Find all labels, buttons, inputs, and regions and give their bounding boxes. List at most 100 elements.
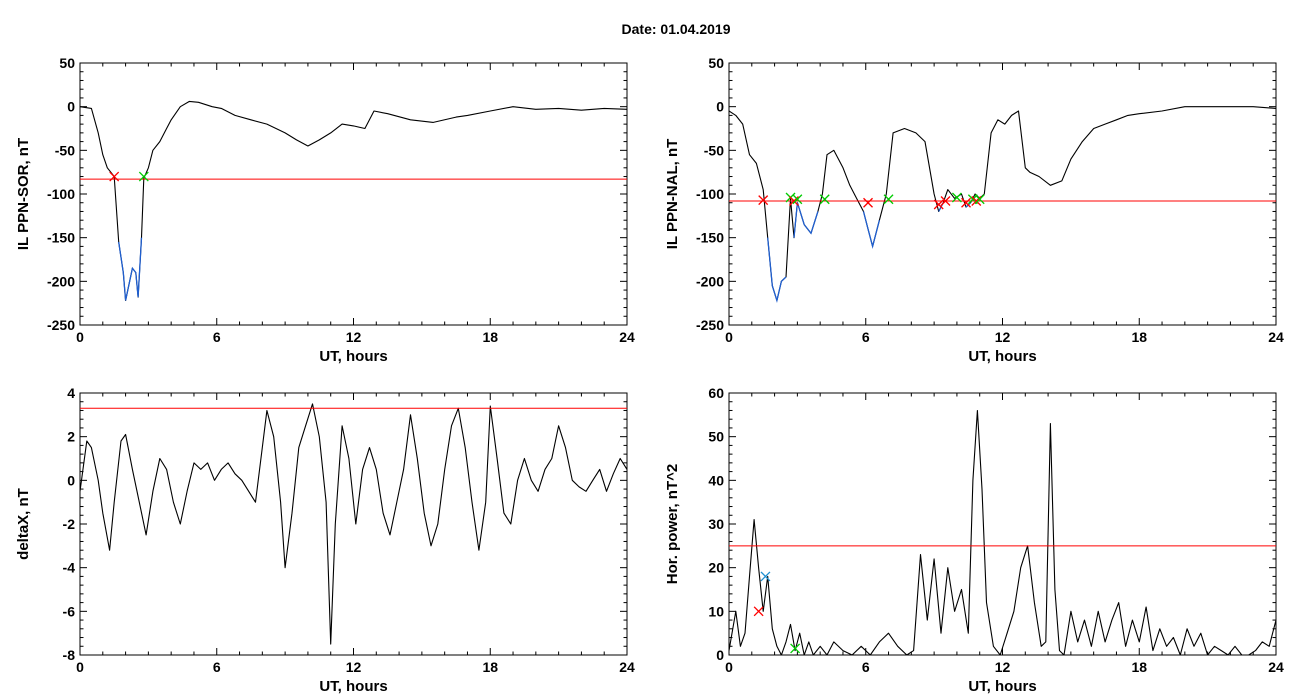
y-tick-label: -250 [696, 317, 724, 333]
highlight-segment [862, 211, 881, 249]
marker-start [109, 171, 120, 182]
marker-start [758, 195, 769, 206]
y-tick-label: 50 [708, 429, 724, 445]
x-tick-label: 6 [213, 329, 221, 345]
plot-frame [79, 62, 628, 326]
y-axis-label: Hor. power, nT^2 [664, 464, 681, 584]
plot-frame [79, 392, 628, 656]
x-tick-label: 18 [1131, 659, 1147, 675]
highlight-segment [118, 237, 143, 301]
y-axis-label: deltaX, nT [15, 488, 32, 560]
y-tick-label: -50 [55, 142, 75, 158]
y-tick-label: 40 [708, 472, 724, 488]
x-axis-label: UT, hours [319, 678, 387, 695]
x-tick-label: 12 [346, 659, 362, 675]
y-tick-label: -250 [47, 317, 75, 333]
highlight-segment [767, 237, 787, 303]
marker-start [940, 196, 951, 206]
x-tick-label: 24 [1268, 329, 1284, 345]
x-tick-label: 6 [862, 659, 870, 675]
marker-start-stroke-b [933, 199, 944, 210]
series-line [729, 409, 1276, 655]
y-tick-label: 60 [708, 385, 724, 401]
y-tick-label: -200 [47, 273, 75, 289]
plot-area [80, 100, 627, 302]
marker-start-stroke-b [109, 171, 120, 182]
figure-title: Date: 01.04.2019 [622, 21, 731, 37]
marker-start-stroke-b [940, 196, 951, 206]
y-tick-label: 50 [708, 55, 724, 71]
chart-panel-4: 0 6 12 18 24 60 50 40 30 20 10 0 UT, hours Hor. power… [664, 385, 1284, 695]
series-line [729, 106, 1276, 302]
x-tick-label: 0 [76, 329, 84, 345]
y-tick-label: -150 [47, 230, 75, 246]
x-tick-label: 24 [1268, 659, 1284, 675]
chart-panel-1: 0 6 12 18 24 50 0 -50 -100 -150 -200 -250 UT, hours I… [15, 55, 635, 365]
x-tick-label: 6 [862, 329, 870, 345]
x-tick-label: 12 [346, 329, 362, 345]
marker-start-stroke-b [863, 197, 873, 208]
y-tick-label: -4 [63, 560, 76, 576]
y-tick-label: -150 [696, 230, 724, 246]
marker-end [883, 194, 894, 205]
marker-peak-stroke-b [760, 571, 771, 582]
y-tick-label: 0 [716, 647, 724, 663]
marker-end-stroke-b [792, 194, 803, 205]
plot-frame [728, 62, 1277, 326]
y-tick-label: -50 [704, 142, 724, 158]
x-tick-label: 18 [482, 329, 498, 345]
x-tick-label: 0 [76, 659, 84, 675]
marker-start [933, 199, 944, 210]
plot-frame [728, 392, 1277, 656]
y-tick-label: 30 [708, 516, 724, 532]
marker-end [792, 194, 803, 205]
marker-end-stroke-b [951, 192, 962, 203]
marker-start-stroke-b [753, 606, 764, 617]
y-tick-label: -2 [63, 516, 76, 532]
y-tick-label: -6 [63, 603, 76, 619]
y-tick-label: 0 [716, 99, 724, 115]
x-tick-label: 0 [725, 659, 733, 675]
marker-start [961, 197, 971, 208]
y-axis-label: IL PPN-NAL, nT [664, 139, 681, 250]
x-axis-label: UT, hours [968, 348, 1036, 365]
series-line [80, 403, 627, 645]
y-tick-label: -100 [47, 186, 75, 202]
y-tick-label: 4 [67, 385, 75, 401]
y-tick-label: 50 [59, 55, 75, 71]
marker-start-stroke-b [961, 197, 971, 208]
x-tick-label: 24 [619, 329, 635, 345]
x-tick-label: 12 [995, 329, 1011, 345]
x-tick-label: 18 [1131, 329, 1147, 345]
chart-panel-3: 0 6 12 18 24 4 2 0 -2 -4 -6 -8 UT, hours deltaX, nT [15, 385, 635, 695]
x-tick-label: 18 [482, 659, 498, 675]
marker-end [974, 194, 985, 205]
y-tick-label: 2 [67, 429, 75, 445]
plot-area [729, 106, 1276, 303]
x-axis-label: UT, hours [968, 678, 1036, 695]
marker-end-stroke-b [883, 194, 894, 205]
series-line [80, 100, 627, 302]
marker-end-stroke-b [974, 194, 985, 205]
x-tick-label: 6 [213, 659, 221, 675]
x-tick-label: 12 [995, 659, 1011, 675]
plot-area [729, 409, 1276, 655]
marker-start [753, 606, 764, 617]
plot-area [80, 403, 627, 645]
marker-end-stroke-b [819, 194, 830, 205]
x-axis-label: UT, hours [319, 348, 387, 365]
marker-end [951, 192, 962, 203]
marker-end [819, 194, 830, 205]
y-axis-label: IL PPN-SOR, nT [15, 138, 32, 250]
x-tick-label: 0 [725, 329, 733, 345]
marker-end [138, 171, 149, 182]
marker-peak [760, 571, 771, 582]
y-tick-label: -8 [63, 647, 76, 663]
y-tick-label: 10 [708, 603, 724, 619]
marker-end [790, 643, 801, 654]
y-tick-label: 20 [708, 560, 724, 576]
highlight-segment [793, 202, 819, 238]
y-tick-label: 0 [67, 472, 75, 488]
y-tick-label: 0 [67, 99, 75, 115]
